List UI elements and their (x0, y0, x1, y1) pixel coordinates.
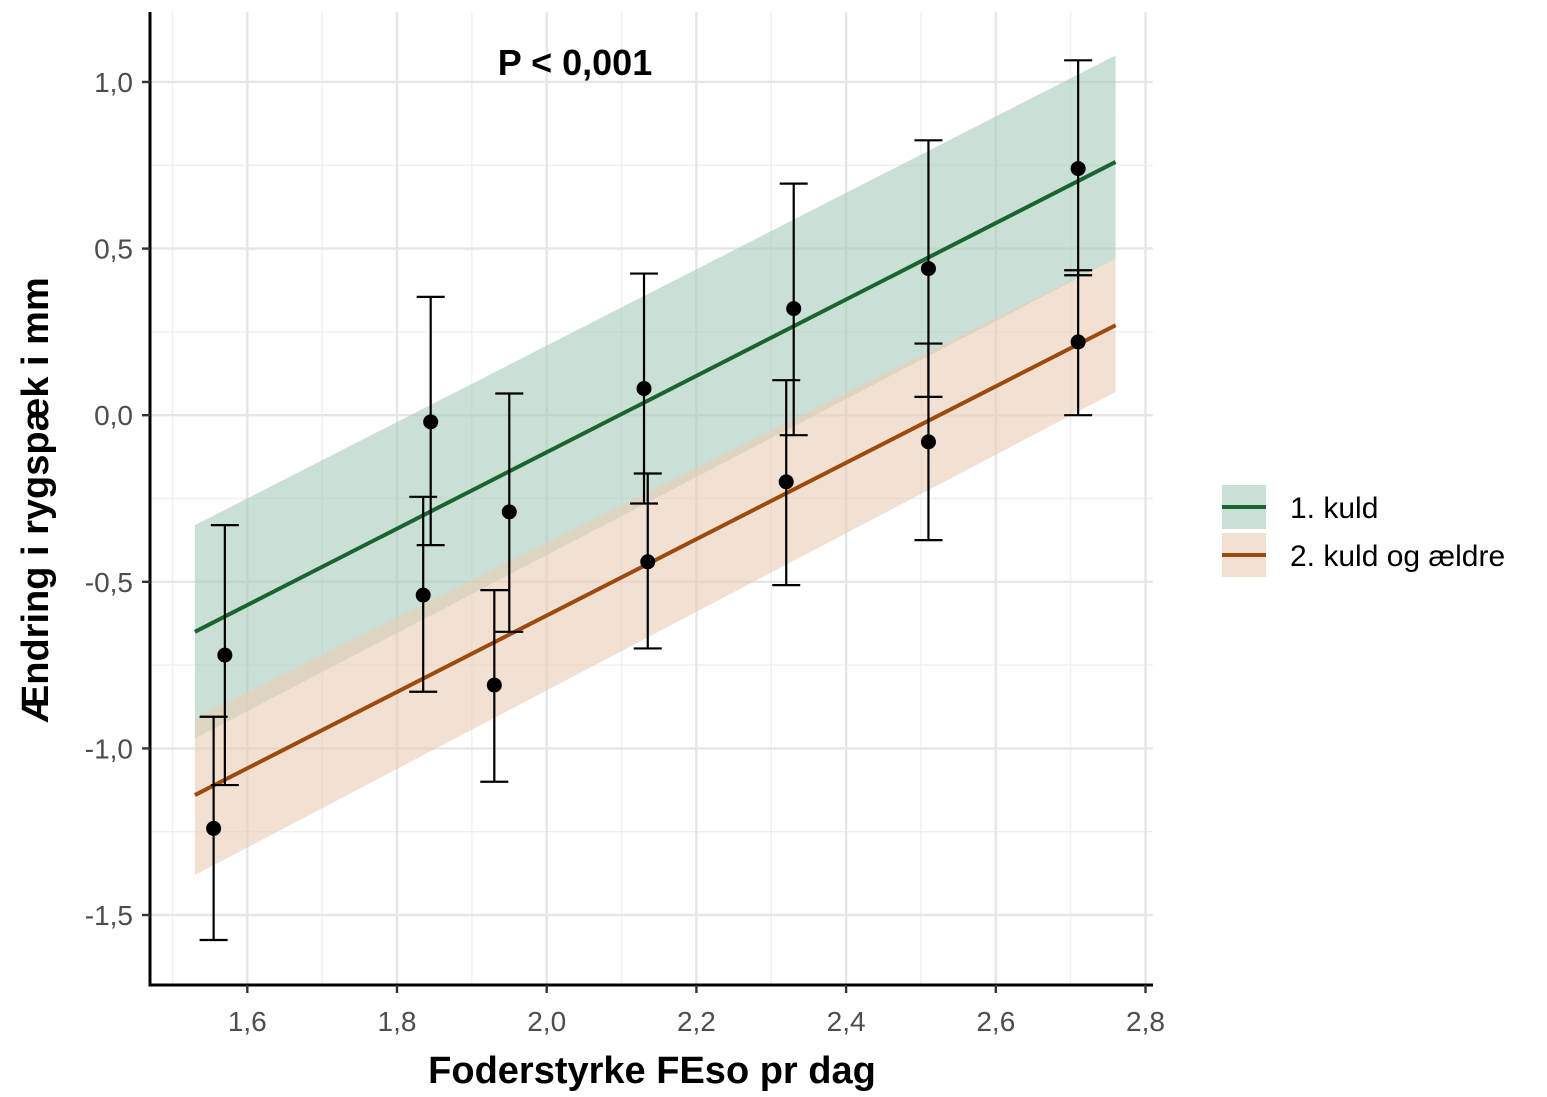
y-tick-label: -1,0 (85, 733, 133, 764)
regression-line-1 (194, 160, 1117, 634)
legend-item-1: 1. kuld (1222, 485, 1378, 529)
y-tick-label: 0,0 (94, 400, 133, 431)
data-point-series-2 (920, 434, 936, 450)
data-point-series-1 (636, 381, 652, 397)
data-point-series-1 (423, 414, 439, 430)
data-point-series-2 (1070, 334, 1086, 350)
data-point-series-1 (786, 301, 802, 317)
confidence-band-2 (194, 258, 1116, 876)
x-tick-label: 1,8 (378, 1006, 417, 1037)
legend-label: 1. kuld (1290, 492, 1378, 525)
data-point-series-2 (640, 554, 656, 570)
data-point-series-1 (920, 261, 936, 277)
data-point-series-1 (217, 647, 233, 663)
x-tick-label: 2,2 (677, 1006, 716, 1037)
data-points (206, 161, 1086, 836)
x-tick-label: 2,6 (976, 1006, 1015, 1037)
x-axis-title: Foderstyrke FEso pr dag (428, 1050, 876, 1092)
data-point-series-2 (778, 474, 794, 490)
data-point-series-2 (415, 587, 431, 603)
data-point-series-2 (486, 677, 502, 693)
axes: 1,6 1,8 2,0 2,2 2,4 2,6 2,8 -1,5 -1,0 -0,5 0,0 0,5 1… (85, 12, 1165, 1037)
y-tick-label: -0,5 (85, 567, 133, 598)
y-axis-title: Ændring i rygspæk i mm (15, 277, 57, 723)
data-point-series-2 (206, 820, 222, 836)
data-point-series-1 (1070, 161, 1086, 177)
x-tick-label: 1,6 (228, 1006, 267, 1037)
legend-item-2: 2. kuld og ældre (1222, 533, 1505, 577)
y-tick-label: 1,0 (94, 67, 133, 98)
x-tick-label: 2,8 (1126, 1006, 1165, 1037)
regression-line-2 (194, 323, 1117, 797)
p-value-annotation: P < 0,001 (498, 42, 652, 83)
confidence-bands (194, 55, 1116, 876)
y-tick-label: -1,5 (85, 900, 133, 931)
x-tick-label: 2,0 (527, 1006, 566, 1037)
x-tick-label: 2,4 (827, 1006, 866, 1037)
regression-lines (194, 160, 1117, 797)
y-tick-label: 0,5 (94, 234, 133, 265)
legend: 1. kuld 2. kuld og ældre (1222, 485, 1505, 577)
data-point-series-1 (501, 504, 517, 520)
legend-label: 2. kuld og ældre (1290, 540, 1505, 573)
